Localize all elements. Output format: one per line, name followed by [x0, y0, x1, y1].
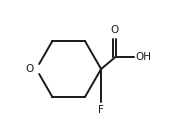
Text: OH: OH [135, 52, 151, 62]
Text: O: O [26, 64, 34, 74]
Text: O: O [110, 25, 118, 35]
Text: F: F [98, 105, 104, 115]
